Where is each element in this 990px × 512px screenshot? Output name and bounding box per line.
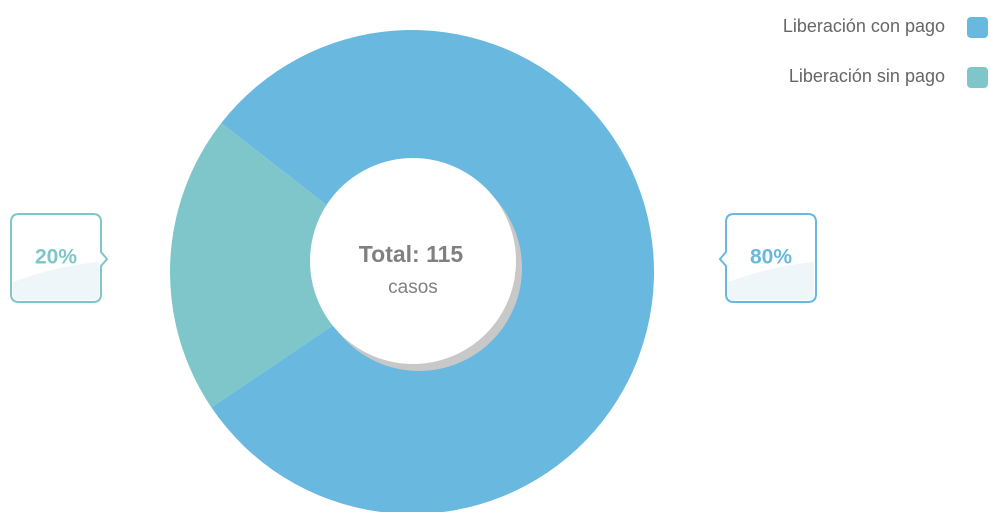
legend-swatch <box>967 17 988 38</box>
callout-gloss <box>728 262 814 300</box>
value-label: 20% <box>35 246 77 269</box>
center-subtitle: casos <box>388 277 438 298</box>
legend-label: Liberación sin pago <box>789 66 945 86</box>
legend-label: Liberación con pago <box>783 16 945 36</box>
center-title: Total: 115 <box>359 241 464 267</box>
legend-swatch <box>967 67 988 88</box>
slice <box>170 123 412 408</box>
callout-gloss <box>13 262 99 300</box>
value-label: 80% <box>750 246 792 269</box>
center-circle <box>310 158 516 364</box>
